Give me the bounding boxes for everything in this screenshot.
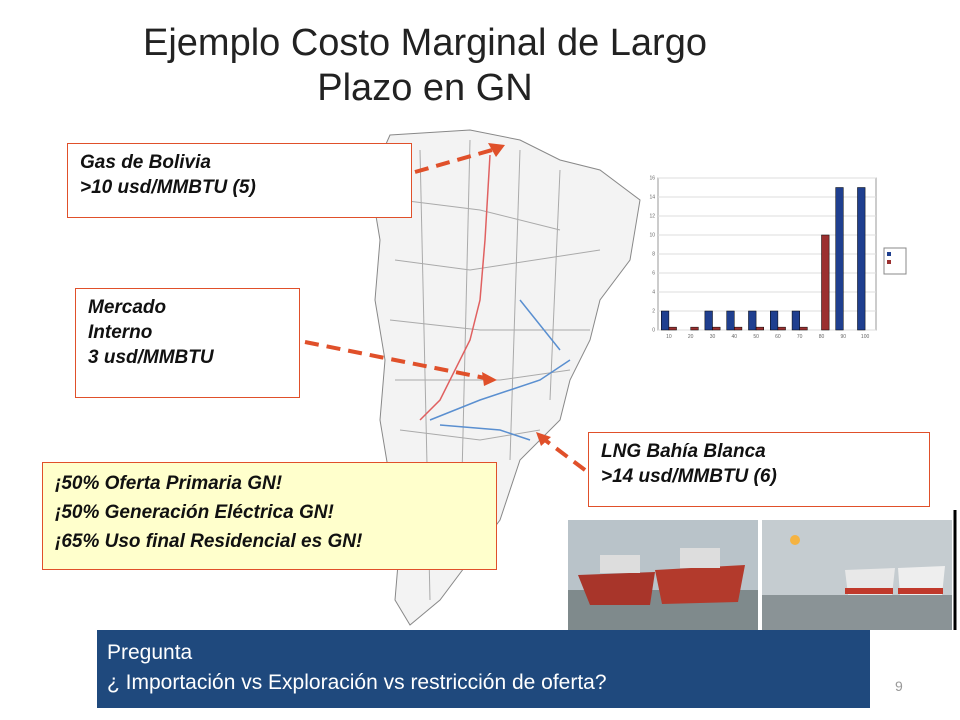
arrow-head xyxy=(536,432,551,446)
x-tick-label: 90 xyxy=(841,334,847,340)
bar xyxy=(799,326,808,331)
callout-line: LNG Bahía Blanca xyxy=(601,441,766,462)
y-tick-label: 10 xyxy=(649,232,655,238)
arrow-head xyxy=(488,143,505,157)
bar xyxy=(791,310,800,331)
callout-line: >14 usd/MMBTU (6) xyxy=(601,466,777,487)
x-tick-label: 40 xyxy=(732,334,738,340)
bar xyxy=(734,326,743,331)
bar xyxy=(755,326,764,331)
callout: Mercado Interno 3 usd/MMBTU xyxy=(75,288,300,398)
title-line: Plazo en GN xyxy=(317,67,532,109)
y-tick-label: 8 xyxy=(652,251,655,257)
y-tick-label: 6 xyxy=(652,270,655,276)
callout-line: Mercado xyxy=(88,297,167,318)
title-line: Ejemplo Costo Marginal de Largo xyxy=(143,22,707,64)
question-heading: Pregunta xyxy=(107,641,193,664)
x-tick-label: 30 xyxy=(710,334,716,340)
y-tick-label: 4 xyxy=(652,289,655,295)
bar xyxy=(857,187,866,331)
callout-line: 3 usd/MMBTU xyxy=(88,347,214,368)
x-tick-label: 10 xyxy=(666,334,672,340)
arrow-head xyxy=(482,372,497,386)
question-text: ¿ Importación vs Exploración vs restricc… xyxy=(107,671,607,694)
bar xyxy=(748,310,757,331)
photos xyxy=(568,510,957,630)
arrows xyxy=(304,148,587,472)
y-tick-label: 14 xyxy=(649,194,655,200)
y-tick-label: 2 xyxy=(652,308,655,314)
callout-line: ¡50% Generación Eléctrica GN! xyxy=(55,502,334,523)
bar xyxy=(770,310,779,331)
bar xyxy=(704,310,713,331)
callout: LNG Bahía Blanca >14 usd/MMBTU (6) xyxy=(588,432,930,507)
y-tick-label: 12 xyxy=(649,213,655,219)
x-tick-label: 100 xyxy=(861,334,870,340)
x-tick-label: 60 xyxy=(775,334,781,340)
bar xyxy=(712,326,721,331)
legend-swatch xyxy=(887,260,891,264)
y-tick-label: 16 xyxy=(649,175,655,181)
callout-line: Gas de Bolivia xyxy=(80,152,211,173)
y-tick-label: 0 xyxy=(652,327,655,333)
bar xyxy=(668,326,677,331)
x-tick-label: 20 xyxy=(688,334,694,340)
x-tick-label: 70 xyxy=(797,334,803,340)
question-box: Pregunta ¿ Importación vs Exploración vs… xyxy=(97,630,870,708)
bar xyxy=(661,310,670,331)
callout-line: ¡50% Oferta Primaria GN! xyxy=(55,473,283,494)
callout-line: Interno xyxy=(88,322,153,343)
bar xyxy=(777,326,786,331)
legend-swatch xyxy=(887,252,891,256)
page-number: 9 xyxy=(895,678,903,694)
callout: Gas de Bolivia >10 usd/MMBTU (5) xyxy=(67,143,412,218)
callout-line: >10 usd/MMBTU (5) xyxy=(80,177,256,198)
callout-line: ¡65% Uso final Residencial es GN! xyxy=(55,531,363,552)
bar xyxy=(726,310,735,331)
x-tick-label: 50 xyxy=(753,334,759,340)
bar xyxy=(690,326,699,331)
bar xyxy=(821,234,830,331)
bar xyxy=(835,187,844,331)
x-tick-label: 80 xyxy=(819,334,825,340)
inset-chart: 0 2 4 6 8 10 12 14 16 10 20 30 40 50 60 70 80 90 100 xyxy=(649,175,907,340)
callout: ¡50% Oferta Primaria GN! ¡50% Generación… xyxy=(42,462,497,570)
